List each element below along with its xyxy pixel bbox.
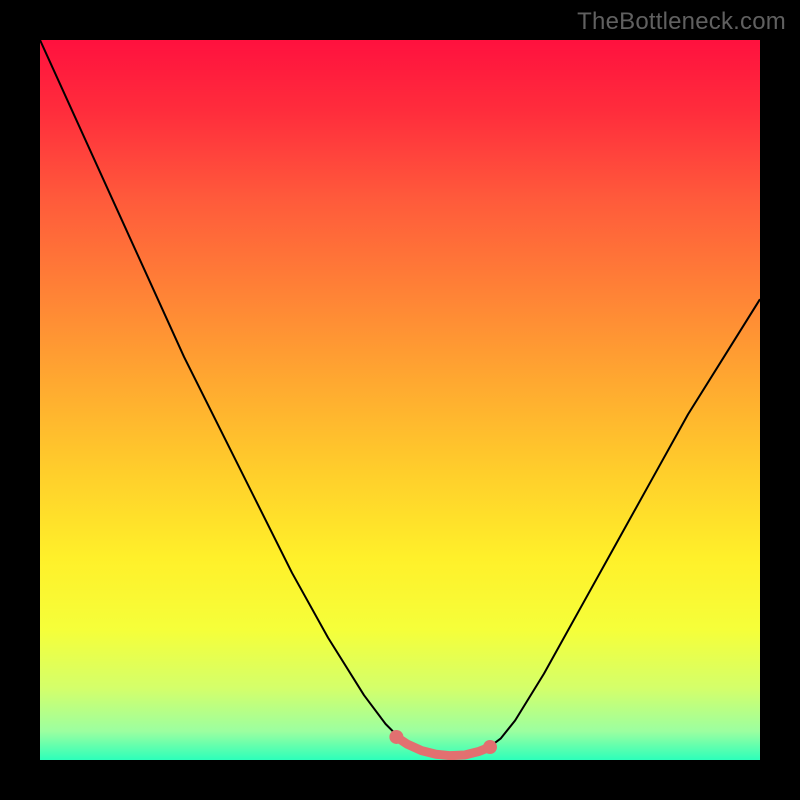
bottleneck-curve-chart — [40, 40, 760, 760]
marker-endpoint — [389, 730, 403, 744]
watermark-text: TheBottleneck.com — [577, 8, 786, 36]
marker-endpoint — [483, 740, 497, 754]
chart-container: TheBottleneck.com — [0, 0, 800, 800]
gradient-background — [40, 40, 760, 760]
plot-area — [40, 40, 760, 760]
